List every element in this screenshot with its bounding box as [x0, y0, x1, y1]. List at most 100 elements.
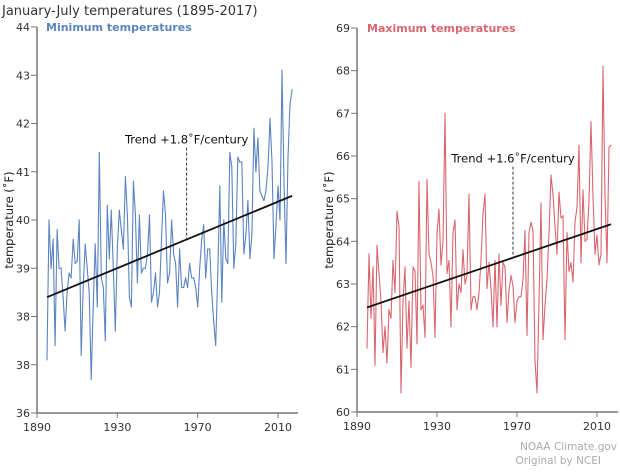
data-point: [420, 309, 422, 311]
data-point: [277, 185, 279, 187]
data-point: [390, 317, 392, 319]
data-point: [168, 272, 171, 274]
data-point: [578, 144, 580, 146]
data-point: [368, 253, 370, 255]
data-point: [128, 296, 130, 298]
data-point: [566, 232, 568, 234]
data-point: [516, 300, 518, 302]
data-point: [70, 277, 72, 279]
data-point: [136, 282, 139, 284]
data-point: [273, 258, 275, 260]
data-point: [554, 225, 556, 227]
data-point: [418, 181, 420, 183]
series-label-minimum: Minimum temperatures: [46, 21, 192, 34]
data-point: [150, 301, 153, 303]
data-point: [572, 281, 574, 283]
data-point: [538, 300, 540, 302]
data-point: [412, 266, 414, 268]
y-tick-label: 68: [336, 65, 350, 78]
data-point: [253, 127, 255, 129]
data-point: [548, 232, 550, 234]
y-tick-label: 63: [336, 278, 350, 291]
y-axis-label-left: temperature (˚F): [1, 171, 16, 268]
y-tick-label: 43: [16, 69, 30, 82]
maximum-temperatures-panel: Maximum temperatures temperature (˚F) Tr…: [321, 22, 618, 433]
data-point: [546, 279, 548, 281]
temperature-series-line: [46, 69, 293, 380]
data-point: [80, 354, 82, 356]
data-point: [608, 146, 610, 149]
trend-line: [366, 223, 612, 309]
data-point: [442, 240, 444, 242]
data-point: [122, 248, 124, 250]
y-tick-label: 38: [16, 359, 30, 372]
data-point: [102, 286, 104, 289]
data-point: [552, 193, 554, 195]
data-point: [490, 287, 492, 289]
data-point: [58, 267, 60, 269]
data-point: [466, 274, 468, 277]
data-point: [486, 287, 488, 289]
x-tick-label: 1890: [343, 420, 371, 433]
y-tick-label: 38: [16, 311, 30, 324]
data-point: [152, 291, 155, 293]
data-point: [156, 306, 159, 308]
data-point: [434, 336, 436, 338]
data-point: [98, 151, 100, 154]
data-point: [584, 240, 586, 242]
data-point: [279, 219, 281, 221]
data-point: [100, 277, 102, 279]
data-point: [52, 238, 54, 240]
data-point: [394, 291, 396, 294]
data-point: [574, 221, 576, 223]
data-point: [400, 392, 402, 394]
data-point: [518, 296, 520, 298]
data-point: [606, 262, 608, 264]
data-point: [181, 286, 183, 289]
data-point: [370, 317, 372, 319]
data-point: [382, 351, 384, 353]
data-point: [476, 309, 478, 311]
data-point: [90, 378, 92, 380]
data-point: [470, 309, 472, 311]
data-point: [604, 193, 606, 195]
data-point: [114, 330, 116, 332]
x-tick-label: 2010: [264, 421, 292, 434]
y-tick-label: 39: [16, 262, 30, 275]
data-point: [112, 267, 114, 269]
data-point: [243, 253, 245, 255]
data-point: [590, 121, 592, 123]
data-point: [249, 258, 251, 260]
y-axis-label-right: temperature (˚F): [321, 171, 336, 268]
data-point: [570, 262, 572, 264]
data-point: [402, 300, 404, 302]
data-point: [183, 286, 185, 289]
data-point: [281, 69, 283, 72]
data-point: [504, 266, 506, 268]
data-point: [48, 219, 50, 221]
data-point: [193, 277, 195, 279]
data-point: [520, 296, 522, 298]
data-point: [170, 219, 173, 221]
data-point: [422, 304, 424, 306]
y-tick-label: 40: [16, 214, 30, 227]
data-point: [452, 232, 454, 234]
data-point: [428, 253, 430, 255]
data-point: [267, 166, 269, 168]
data-point: [454, 219, 456, 221]
data-point: [72, 238, 74, 240]
data-point: [148, 214, 151, 216]
data-point: [146, 253, 149, 255]
data-point: [287, 156, 289, 158]
data-point: [211, 291, 213, 293]
data-point: [247, 200, 249, 202]
data-point: [259, 190, 261, 192]
data-point: [530, 221, 532, 223]
data-point: [542, 338, 544, 341]
data-point: [82, 286, 84, 289]
data-point: [54, 344, 56, 347]
data-point: [176, 306, 179, 308]
data-point: [60, 267, 62, 269]
series-label-maximum: Maximum temperatures: [367, 22, 516, 35]
data-point: [221, 301, 223, 303]
